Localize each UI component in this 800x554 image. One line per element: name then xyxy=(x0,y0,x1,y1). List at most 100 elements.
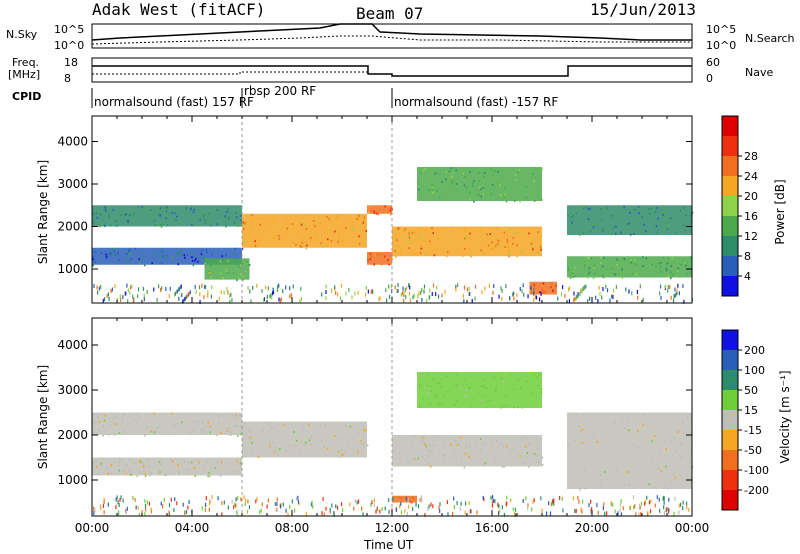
velocity-speckle xyxy=(130,473,132,476)
velocity-speckle xyxy=(288,444,291,447)
power-clutter xyxy=(435,292,437,297)
velocity-speckle xyxy=(567,443,569,446)
velocity-clutter xyxy=(619,508,621,513)
power-speckle xyxy=(238,265,241,268)
power-speckle xyxy=(235,216,238,219)
power-speckle xyxy=(550,282,553,285)
power-speckle xyxy=(192,264,195,267)
power-speckle xyxy=(685,264,687,267)
power-speckle xyxy=(671,257,673,260)
velocity-speckle xyxy=(363,428,365,431)
power-speckle xyxy=(199,218,202,221)
velocity-clutter xyxy=(522,498,524,503)
power-speckle xyxy=(197,260,199,263)
velocity-speckle xyxy=(143,465,145,468)
velocity-speckle xyxy=(245,455,247,458)
power-clutter xyxy=(137,287,140,292)
velocity-speckle xyxy=(191,420,194,423)
velocity-speckle xyxy=(669,480,672,483)
velocity-clutter xyxy=(118,502,120,507)
power-speckle xyxy=(387,259,389,262)
power-speckle xyxy=(497,182,499,185)
velocity-clutter xyxy=(115,497,117,502)
power-speckle xyxy=(419,251,421,254)
power-speckle xyxy=(132,221,135,224)
power-speckle xyxy=(582,231,584,234)
power-speckle xyxy=(575,212,577,215)
power-speckle xyxy=(603,214,606,217)
power-speckle xyxy=(240,261,242,264)
power-speckle xyxy=(362,221,364,224)
velocity-speckle xyxy=(144,434,146,437)
velocity-colorbar-seg xyxy=(722,410,738,430)
velocity-clutter xyxy=(658,497,660,502)
power-clutter xyxy=(250,299,252,304)
power-clutter xyxy=(165,287,167,292)
velocity-speckle xyxy=(626,415,629,418)
time-tick-label: 00:00 xyxy=(675,521,710,535)
velocity-speckle xyxy=(429,444,431,447)
power-clutter xyxy=(498,294,500,299)
power-speckle xyxy=(656,231,658,234)
velocity-speckle xyxy=(528,442,530,445)
velocity-speckle xyxy=(474,442,476,445)
power-speckle xyxy=(589,207,592,210)
velocity-speckle xyxy=(138,415,140,418)
velocity-speckle xyxy=(406,498,409,501)
velocity-speckle xyxy=(433,435,436,438)
power-colorbar-tick-label: 16 xyxy=(744,210,758,223)
velocity-speckle xyxy=(113,461,116,464)
power-clutter xyxy=(574,296,576,301)
power-speckle xyxy=(113,250,116,253)
power-clutter xyxy=(455,287,457,292)
velocity-speckle xyxy=(620,417,623,420)
power-speckle xyxy=(417,188,420,191)
power-speckle xyxy=(606,206,608,209)
freq-label-line1: Freq. xyxy=(12,56,40,69)
velocity-speckle xyxy=(435,396,438,399)
velocity-speckle xyxy=(513,388,515,391)
velocity-clutter xyxy=(514,507,517,512)
velocity-clutter xyxy=(663,505,665,510)
velocity-speckle xyxy=(454,403,456,406)
velocity-speckle xyxy=(144,472,146,475)
power-speckle xyxy=(480,228,482,231)
velocity-clutter xyxy=(117,510,120,515)
power-colorbar-frame xyxy=(721,115,739,297)
velocity-clutter xyxy=(476,510,478,515)
power-speckle xyxy=(273,218,275,221)
power-speckle xyxy=(115,224,118,227)
power-speckle xyxy=(120,214,122,217)
velocity-clutter xyxy=(120,495,122,500)
velocity-speckle xyxy=(364,429,367,432)
power-clutter xyxy=(204,284,206,289)
power-speckle xyxy=(326,215,328,218)
power-speckle xyxy=(664,210,667,213)
power-clutter xyxy=(174,292,176,297)
power-clutter xyxy=(111,287,113,292)
velocity-speckle xyxy=(439,449,441,452)
power-speckle xyxy=(616,258,618,261)
velocity-speckle xyxy=(438,404,441,407)
velocity-speckle xyxy=(151,426,153,429)
power-clutter xyxy=(670,295,672,300)
velocity-speckle xyxy=(522,436,525,439)
velocity-clutter xyxy=(122,498,124,503)
power-clutter xyxy=(444,289,446,294)
time-tick-label: 04:00 xyxy=(175,521,210,535)
power-clutter xyxy=(421,287,423,292)
power-clutter xyxy=(432,283,435,288)
velocity-speckle xyxy=(503,465,505,468)
power-speckle xyxy=(505,200,508,203)
power-speckle xyxy=(212,259,214,262)
velocity-speckle xyxy=(657,468,660,471)
power-speckle xyxy=(389,209,392,212)
power-speckle xyxy=(555,284,557,287)
velocity-clutter xyxy=(388,498,390,503)
power-speckle xyxy=(490,168,492,171)
velocity-speckle xyxy=(422,439,425,442)
power-speckle xyxy=(567,214,569,217)
power-speckle xyxy=(250,227,253,230)
velocity-speckle xyxy=(164,474,166,477)
power-speckle xyxy=(570,216,573,219)
